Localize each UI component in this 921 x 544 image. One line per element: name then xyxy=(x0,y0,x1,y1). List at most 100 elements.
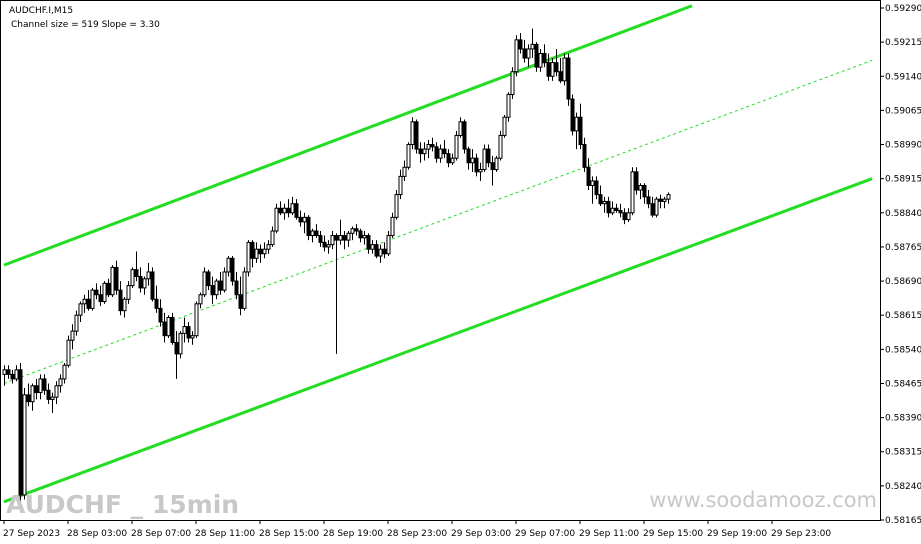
candle xyxy=(390,212,395,238)
candle xyxy=(350,226,355,241)
candle-body-bull xyxy=(666,194,671,200)
candle-body-bull xyxy=(406,144,411,168)
candle-body-bear xyxy=(230,257,235,282)
plot-frame xyxy=(0,0,881,521)
candle-body-bull xyxy=(494,157,499,171)
candle xyxy=(166,315,171,338)
candle xyxy=(62,362,67,384)
candle-body-bear xyxy=(486,148,491,164)
candle-body-bull xyxy=(282,207,287,214)
candle xyxy=(174,331,179,379)
candle-body-bull xyxy=(182,326,187,334)
x-tick-label: 27 Sep 2023 xyxy=(3,529,60,539)
candle xyxy=(178,331,183,359)
candle-body-bull xyxy=(178,332,183,355)
candle-body-bull xyxy=(270,230,275,246)
candle-body-bull xyxy=(514,39,519,73)
y-tick-label: 0.58990 xyxy=(885,141,921,151)
candle-body-bear xyxy=(286,207,291,214)
candle-body-bull xyxy=(362,235,367,239)
candle-body-bull xyxy=(378,248,383,257)
candle-body-bull xyxy=(338,235,343,241)
x-axis: 27 Sep 2023 28 Sep 03:00 28 Sep 07:00 28 Se… xyxy=(3,520,831,539)
candle xyxy=(518,33,523,54)
candle xyxy=(138,267,143,293)
channel-lower-line xyxy=(3,177,873,504)
candle xyxy=(454,130,459,161)
candle xyxy=(398,169,403,200)
y-tick-label: 0.58915 xyxy=(885,175,921,185)
candle xyxy=(126,281,131,304)
candle xyxy=(50,392,55,414)
candle xyxy=(206,269,211,291)
candle-body-bull xyxy=(326,244,331,248)
candle xyxy=(422,142,427,161)
candle-body-bull xyxy=(590,180,595,186)
candle-body-bear xyxy=(582,144,587,168)
candle-body-bear xyxy=(150,271,155,300)
candle-body-bear xyxy=(446,153,451,164)
candle-body-bear xyxy=(278,207,283,214)
candle-body-bull xyxy=(630,171,635,214)
candle-body-bull xyxy=(438,148,443,159)
candle xyxy=(430,137,435,152)
candle xyxy=(582,137,587,172)
candle-body-bull xyxy=(482,148,487,171)
channel-info: Channel size = 519 Slope = 3.30 xyxy=(11,20,160,30)
candle xyxy=(310,228,315,243)
candle xyxy=(46,383,51,404)
candle-body-bear xyxy=(618,210,623,214)
candle xyxy=(522,39,527,63)
candle xyxy=(122,296,127,318)
candle xyxy=(182,317,187,343)
candle xyxy=(618,203,623,218)
candle-body-bear xyxy=(650,203,655,216)
candle xyxy=(346,231,351,247)
candle-body-bull xyxy=(90,289,95,309)
candle xyxy=(630,167,635,216)
candle-body-bear xyxy=(158,307,163,323)
candle xyxy=(270,226,275,247)
candle xyxy=(258,244,263,263)
candle xyxy=(78,301,83,323)
y-tick-label: 0.58840 xyxy=(885,209,921,219)
candle xyxy=(526,44,531,68)
y-tick-label: 0.59065 xyxy=(885,106,921,116)
candle-body-bear xyxy=(354,228,359,232)
candle xyxy=(170,312,175,345)
candle-body-bear xyxy=(474,157,479,173)
candle xyxy=(354,224,359,236)
candle xyxy=(210,276,215,304)
candle xyxy=(586,158,591,191)
candle-body-bull xyxy=(242,271,247,309)
candle xyxy=(402,160,407,181)
candle-body-bear xyxy=(118,289,123,312)
candle-body-bear xyxy=(334,235,339,241)
candle-body-bull xyxy=(370,244,375,250)
candle-body-bull xyxy=(130,269,135,287)
candle xyxy=(386,231,391,257)
candle xyxy=(266,240,271,254)
x-tick-label: 29 Sep 03:00 xyxy=(451,529,511,539)
candle xyxy=(198,292,203,309)
candle xyxy=(554,48,559,77)
candle-body-bull xyxy=(302,216,307,223)
candle-body-bull xyxy=(502,116,507,136)
candle-body-bear xyxy=(606,200,611,214)
candle xyxy=(190,331,195,345)
candle xyxy=(250,240,255,268)
candle-body-bear xyxy=(594,180,599,196)
candle-body-bull xyxy=(626,212,631,221)
candle-body-bear xyxy=(238,294,243,309)
candle-body-bear xyxy=(42,378,47,391)
candle-body-bull xyxy=(550,62,555,77)
x-tick-label: 28 Sep 03:00 xyxy=(67,529,127,539)
candle-body-bull xyxy=(390,216,395,237)
candle-body-bull xyxy=(30,385,35,403)
candle xyxy=(646,190,651,209)
candle-body-bull xyxy=(530,43,535,50)
x-tick-label: 29 Sep 19:00 xyxy=(707,529,767,539)
candle xyxy=(494,155,499,172)
candle xyxy=(406,142,411,170)
